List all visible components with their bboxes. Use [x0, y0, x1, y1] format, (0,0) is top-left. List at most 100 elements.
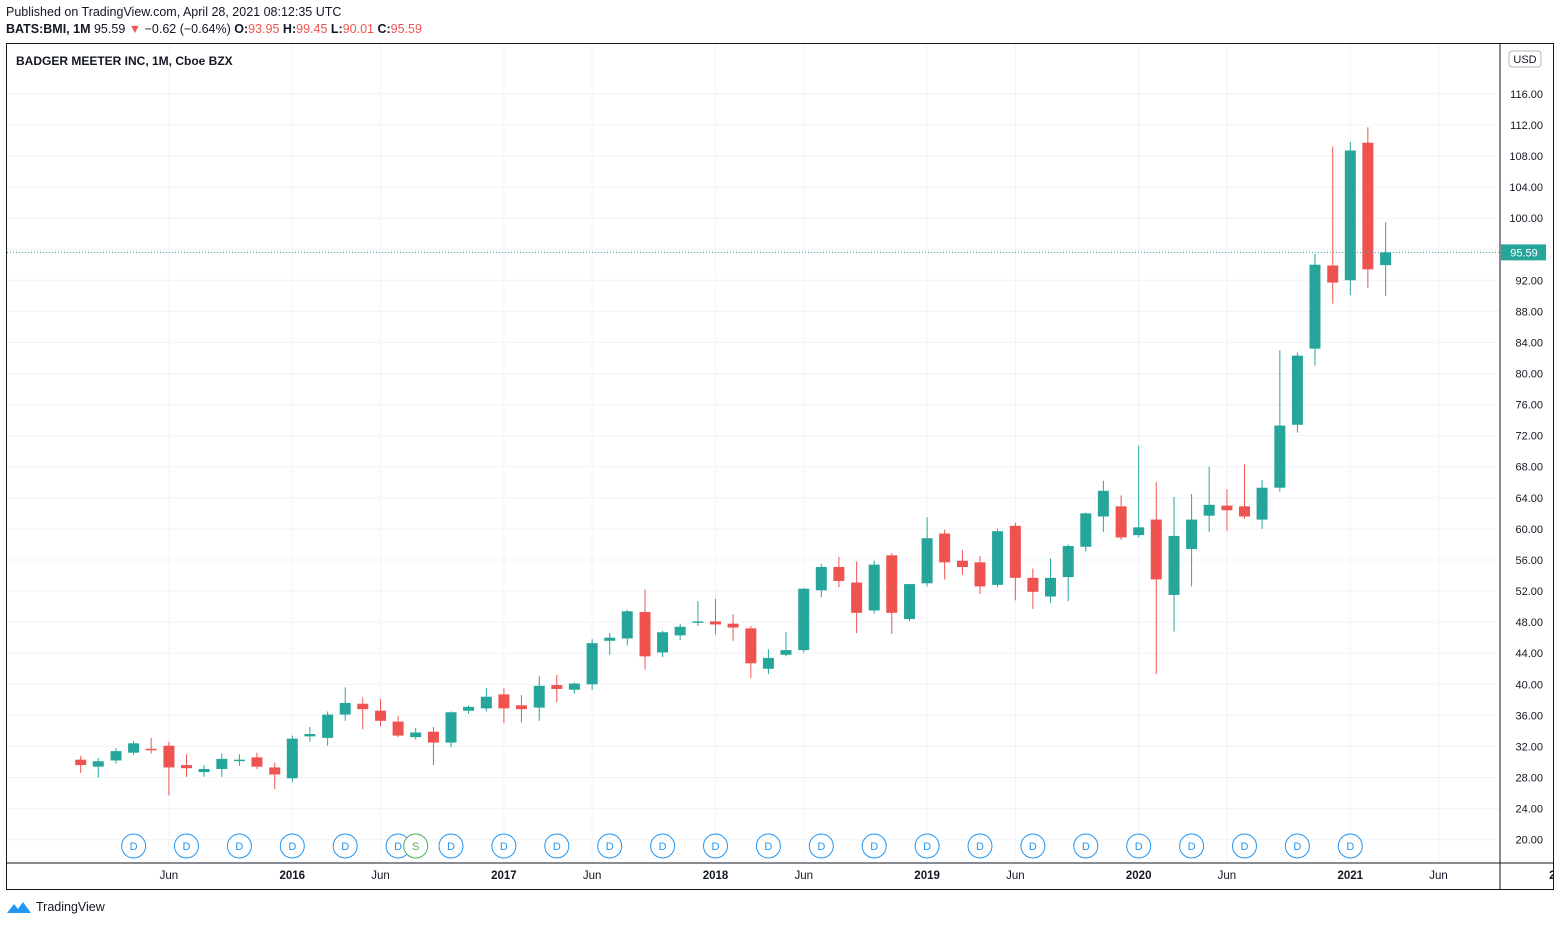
dividend-marker[interactable]: D — [703, 833, 728, 859]
candle-body — [974, 562, 986, 587]
dividend-marker[interactable]: D — [597, 833, 623, 859]
dividend-marker[interactable]: D — [914, 833, 940, 859]
candle-body — [1203, 504, 1215, 516]
candle — [110, 748, 122, 764]
candle — [145, 737, 157, 754]
dividend-marker[interactable]: D — [1337, 833, 1363, 859]
candle — [286, 735, 298, 783]
candle-body — [551, 685, 563, 689]
last-price-tag-label: 95.59 — [1510, 247, 1538, 259]
y-tick-label: 56.00 — [1515, 555, 1543, 567]
candle-body — [956, 560, 968, 567]
dividend-marker[interactable]: D — [755, 833, 781, 859]
candle — [392, 716, 404, 738]
dividend-marker[interactable]: D — [491, 833, 517, 859]
candle-body — [780, 650, 792, 655]
candle-body — [1239, 506, 1250, 517]
candle — [269, 762, 281, 790]
candle-body — [727, 623, 739, 628]
dividend-marker[interactable]: D — [1179, 833, 1205, 859]
candle — [410, 727, 422, 740]
candle-body — [868, 564, 880, 611]
candle-body — [745, 628, 757, 664]
y-tick-label: 44.00 — [1515, 648, 1543, 660]
dividend-marker[interactable]: D — [438, 833, 464, 859]
candle — [815, 563, 827, 598]
candle-body — [710, 621, 721, 625]
marker-label: S — [412, 841, 419, 853]
candle-body — [339, 702, 351, 715]
grid-lines — [7, 44, 1500, 863]
candle-body — [851, 582, 863, 613]
footer-brand[interactable]: TradingView — [36, 900, 105, 914]
dividend-marker[interactable]: D — [808, 833, 834, 859]
candle-body — [92, 761, 104, 767]
candle — [1274, 350, 1286, 492]
chart-title: BADGER MEETER INC, 1M, Cboe BZX — [16, 54, 233, 68]
candle-body — [1274, 425, 1286, 488]
y-tick-label: 92.00 — [1515, 275, 1543, 287]
y-tick-label: 100.00 — [1509, 213, 1543, 225]
candle-body — [1344, 150, 1356, 281]
candle-body — [463, 706, 475, 711]
candle — [710, 598, 721, 635]
candle — [1115, 495, 1127, 540]
candle — [445, 711, 457, 748]
dividend-marker[interactable]: D — [1232, 833, 1257, 859]
dividend-marker[interactable]: D — [332, 833, 358, 859]
marker-label: D — [1135, 841, 1143, 853]
open-value: 93.95 — [248, 22, 280, 36]
x-tick-label: Jun — [583, 870, 602, 882]
marker-circle — [1337, 833, 1363, 859]
candle — [480, 688, 492, 712]
candle — [974, 556, 986, 595]
marker-label: D — [764, 841, 772, 853]
candle-body — [515, 705, 527, 710]
y-tick-label: 112.00 — [1510, 120, 1543, 132]
high-value: 99.45 — [296, 22, 328, 36]
y-tick-label: 84.00 — [1515, 337, 1543, 349]
dividend-marker[interactable]: D — [1126, 833, 1152, 859]
candle — [868, 560, 880, 614]
y-tick-label: 72.00 — [1515, 431, 1543, 443]
dividend-marker[interactable]: D — [279, 833, 305, 859]
candle-body — [921, 538, 933, 584]
y-tick-label: 52.00 — [1515, 586, 1543, 598]
dividend-marker[interactable]: D — [1073, 833, 1099, 859]
marker-label: D — [976, 841, 984, 853]
candle-body — [198, 768, 210, 773]
dividend-marker[interactable]: D — [861, 833, 887, 859]
candle-body — [1044, 577, 1056, 597]
candle — [1186, 493, 1198, 587]
candle-body — [1221, 505, 1233, 511]
dividend-marker[interactable]: D — [1020, 833, 1046, 859]
dividend-marker[interactable]: D — [385, 833, 411, 859]
y-tick-label: 68.00 — [1515, 462, 1543, 474]
marker-circle — [861, 833, 887, 859]
marker-circle — [121, 833, 147, 859]
candle-body — [163, 745, 175, 768]
candle — [1080, 512, 1092, 552]
dividend-marker[interactable]: D — [226, 833, 252, 859]
dividend-marker[interactable]: D — [967, 833, 993, 859]
candle — [1380, 222, 1392, 296]
marker-circle — [1232, 833, 1257, 859]
dividend-marker[interactable]: D — [1284, 833, 1310, 859]
split-marker[interactable]: S — [403, 833, 429, 859]
currency-badge[interactable]: USD — [1508, 50, 1542, 68]
candle — [322, 711, 334, 746]
y-tick-label: 60.00 — [1515, 524, 1543, 536]
candle-body — [357, 703, 369, 710]
marker-circle — [491, 833, 517, 859]
marker-label: D — [1293, 841, 1301, 853]
candle-body — [269, 767, 281, 775]
candle-body — [480, 696, 492, 709]
dividend-marker[interactable]: D — [544, 833, 570, 859]
candle — [780, 632, 792, 657]
marker-circle — [1020, 833, 1046, 859]
dividend-marker[interactable]: D — [650, 833, 676, 859]
dividend-marker[interactable]: D — [121, 833, 147, 859]
dividend-marker[interactable]: D — [174, 833, 199, 859]
